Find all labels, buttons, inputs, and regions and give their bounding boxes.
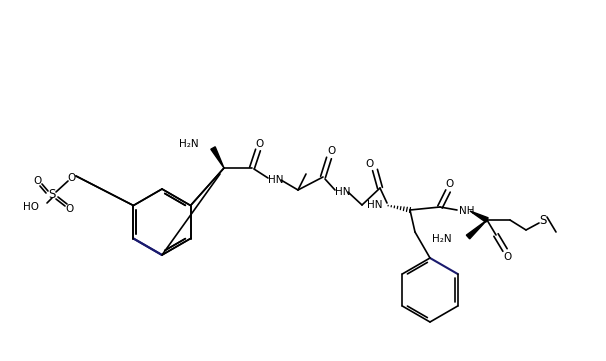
Text: H₂N: H₂N (432, 234, 452, 244)
Text: H₂N: H₂N (179, 139, 199, 149)
Text: S: S (48, 188, 56, 201)
Polygon shape (470, 211, 488, 222)
Text: O: O (328, 146, 336, 156)
Text: HO: HO (23, 202, 39, 212)
Text: O: O (446, 179, 454, 189)
Text: O: O (33, 176, 41, 186)
Polygon shape (211, 147, 224, 168)
Text: NH: NH (459, 206, 474, 216)
Text: O: O (68, 173, 76, 183)
Text: HN: HN (335, 187, 350, 197)
Text: O: O (66, 204, 74, 214)
Text: O: O (504, 252, 512, 262)
Text: HN: HN (367, 200, 383, 210)
Text: O: O (256, 139, 264, 149)
Text: S: S (539, 213, 547, 226)
Text: HN: HN (268, 175, 284, 185)
Text: O: O (366, 159, 374, 169)
Polygon shape (467, 220, 487, 239)
